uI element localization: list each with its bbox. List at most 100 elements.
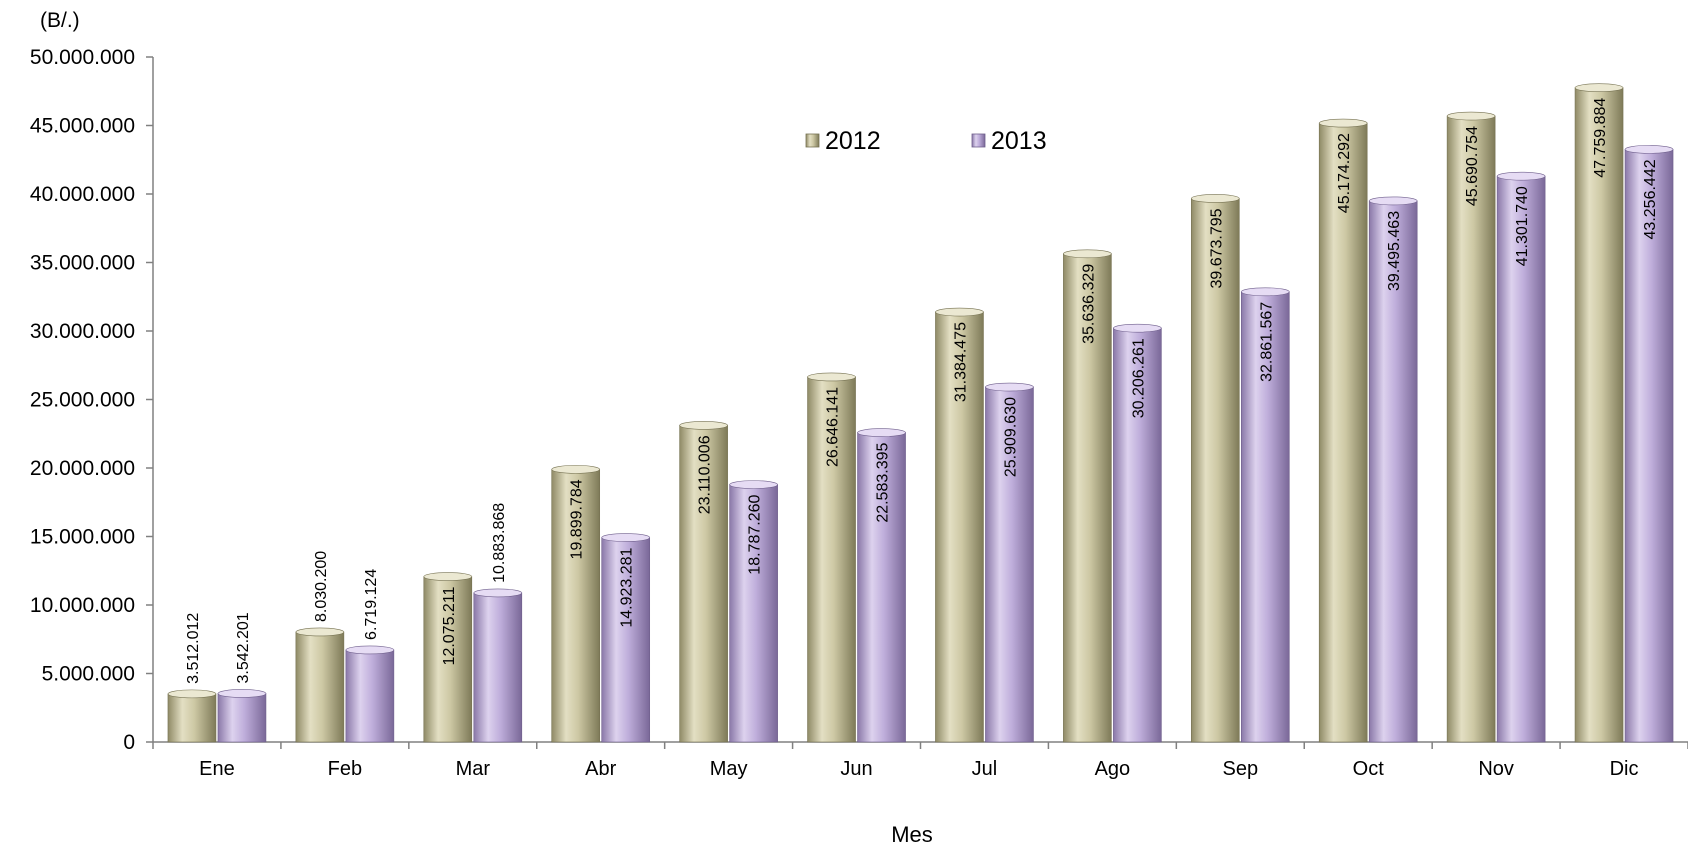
bar-body xyxy=(1624,149,1674,743)
bar-cap xyxy=(423,572,473,581)
bar-cap xyxy=(1113,323,1162,333)
bar-cap xyxy=(167,689,217,699)
data-label-2012: 23.110.006 xyxy=(697,435,714,514)
y-tick-label: 40.000.000 xyxy=(30,183,135,206)
bar-cap xyxy=(1318,118,1368,128)
bar-body xyxy=(857,432,906,743)
bar-cap xyxy=(679,421,728,430)
data-label-2012: 8.030.200 xyxy=(313,551,330,622)
data-label-2013: 22.583.395 xyxy=(875,443,892,523)
bar-body xyxy=(1496,175,1546,743)
bar-body xyxy=(1574,87,1624,743)
data-label-2013: 3.542.201 xyxy=(235,612,252,683)
x-tick-label: Oct xyxy=(1353,758,1385,780)
bar-2013 xyxy=(601,533,651,743)
data-label-2012: 19.899.784 xyxy=(569,479,586,559)
data-label-2013: 25.909.630 xyxy=(1002,397,1019,477)
bar-2013 xyxy=(985,382,1034,743)
bar-body xyxy=(935,311,984,743)
y-tick-label: 50.000.000 xyxy=(30,46,135,69)
bar-body xyxy=(679,425,728,743)
y-tick-label: 35.000.000 xyxy=(30,252,135,275)
x-tick-label: Dic xyxy=(1610,758,1639,780)
data-label-2012: 26.646.141 xyxy=(825,387,842,467)
x-axis: Ene Feb Mar Abr May Jun Jul Ago Sep Oct Nov Dic xyxy=(152,741,1688,780)
data-label-2013: 32.861.567 xyxy=(1258,302,1275,382)
bar-2013 xyxy=(857,428,906,743)
bar-2012 xyxy=(1446,111,1496,743)
x-tick-label: Feb xyxy=(328,758,362,780)
bar-cap xyxy=(1446,111,1496,121)
x-tick-label: Nov xyxy=(1478,758,1514,780)
x-tick-label: Mar xyxy=(456,758,491,780)
bar-cap xyxy=(551,465,601,474)
bar-body xyxy=(1113,327,1162,743)
data-label-2013: 41.301.740 xyxy=(1514,186,1531,266)
x-tick-label: Sep xyxy=(1222,758,1258,780)
bar-2013 xyxy=(345,645,395,743)
bar-cap xyxy=(1368,196,1418,206)
bar-cap xyxy=(985,382,1034,392)
bar-2012 xyxy=(551,465,601,743)
bar-cap xyxy=(1190,194,1240,203)
bar-cap xyxy=(857,428,906,437)
bar-2012 xyxy=(1190,194,1240,743)
x-tick-label: Ene xyxy=(199,758,235,780)
data-label-2013: 39.495.463 xyxy=(1386,211,1403,291)
data-label-2013: 43.256.442 xyxy=(1642,159,1659,239)
bar-2012 xyxy=(679,421,728,743)
bar-body xyxy=(167,693,217,743)
bar-2013 xyxy=(1113,323,1162,743)
legend-swatch xyxy=(805,133,820,148)
bar-2013 xyxy=(473,588,523,743)
bar-body xyxy=(473,592,523,743)
data-label-2013: 30.206.261 xyxy=(1130,338,1147,418)
bar-2012 xyxy=(423,572,473,743)
data-label-2013: 18.787.260 xyxy=(747,495,764,575)
bar-body xyxy=(601,537,651,743)
x-tick-label: May xyxy=(710,758,748,780)
y-unit-label: (B/.) xyxy=(40,9,80,32)
data-label-2013: 14.923.281 xyxy=(619,547,636,627)
data-label-2012: 47.759.884 xyxy=(1592,98,1609,178)
data-label-2012: 31.384.475 xyxy=(952,322,969,402)
bar-2012 xyxy=(807,372,856,743)
x-tick-label: Ago xyxy=(1095,758,1131,780)
bar-2013 xyxy=(1624,145,1674,743)
y-tick-label: 0 xyxy=(123,731,135,754)
bar-2012 xyxy=(1063,249,1112,743)
bar-cap xyxy=(935,307,984,317)
data-label-2013: 10.883.868 xyxy=(491,503,508,583)
x-tick-label: Jul xyxy=(972,758,998,780)
y-tick-label: 15.000.000 xyxy=(30,526,135,549)
bar-2012 xyxy=(935,307,984,743)
bar-2012 xyxy=(167,689,217,743)
bar-2013 xyxy=(1368,196,1418,743)
bar-2012 xyxy=(1318,118,1368,743)
bar-body xyxy=(1318,122,1368,743)
legend-item-2012: 2012 xyxy=(805,127,881,155)
y-tick-label: 45.000.000 xyxy=(30,115,135,138)
data-label-2012: 39.673.795 xyxy=(1208,208,1225,288)
bar-2013 xyxy=(1496,171,1546,743)
y-tick-label: 10.000.000 xyxy=(30,594,135,617)
bar-cap xyxy=(729,480,778,489)
legend-item-2013: 2013 xyxy=(971,127,1047,155)
bar-cap xyxy=(1496,171,1546,181)
bar-2013 xyxy=(217,689,267,743)
bar-body xyxy=(295,631,345,743)
data-label-2013: 6.719.124 xyxy=(363,569,380,640)
x-tick-label: Abr xyxy=(585,758,616,780)
data-label-2012: 45.690.754 xyxy=(1464,126,1481,206)
y-axis: 0 5.000.000 10.000.000 15.000.000 20.000.000… xyxy=(30,46,154,754)
y-tick-label: 5.000.000 xyxy=(42,663,135,686)
x-axis-title: Mes xyxy=(891,822,933,847)
bar-cap xyxy=(217,689,267,698)
bar-body xyxy=(729,484,778,743)
bar-cap xyxy=(807,372,856,382)
data-label-2012: 12.075.211 xyxy=(441,586,458,665)
legend: 2012 2013 xyxy=(805,127,1047,155)
legend-label: 2013 xyxy=(991,127,1047,155)
bar-body xyxy=(345,649,395,743)
